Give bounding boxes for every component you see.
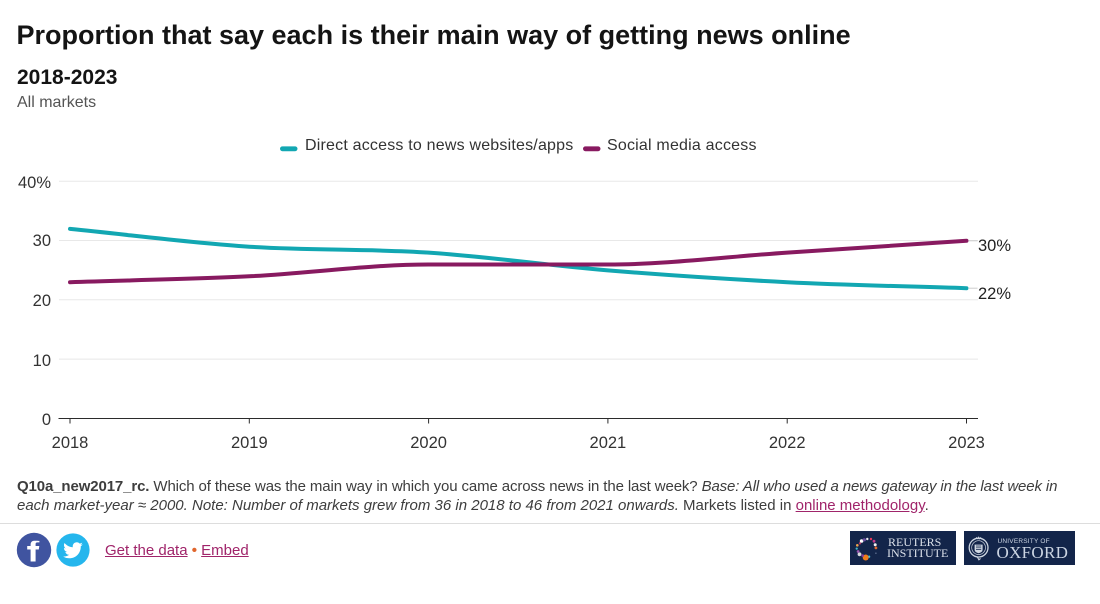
svg-text:OXFORD: OXFORD (997, 543, 1069, 562)
svg-text:INSTITUTE: INSTITUTE (887, 546, 948, 560)
svg-text:REUTERS: REUTERS (888, 535, 941, 549)
svg-text:UNIVERSITY OF: UNIVERSITY OF (998, 538, 1050, 545)
